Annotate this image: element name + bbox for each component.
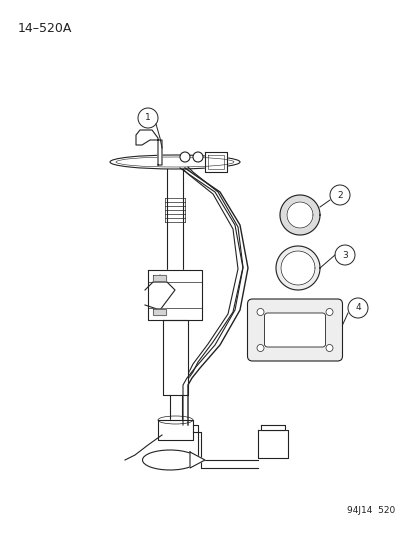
- Polygon shape: [204, 152, 226, 172]
- FancyBboxPatch shape: [247, 299, 342, 361]
- Text: 94J14  520: 94J14 520: [346, 506, 394, 515]
- Circle shape: [192, 152, 202, 162]
- Polygon shape: [190, 452, 204, 468]
- Circle shape: [256, 344, 263, 351]
- Polygon shape: [136, 130, 161, 165]
- Ellipse shape: [110, 155, 240, 169]
- Polygon shape: [286, 202, 312, 228]
- Circle shape: [256, 309, 263, 316]
- Polygon shape: [279, 195, 319, 235]
- Polygon shape: [275, 246, 319, 290]
- Polygon shape: [158, 420, 192, 440]
- Circle shape: [180, 152, 190, 162]
- Polygon shape: [153, 309, 166, 315]
- Ellipse shape: [142, 450, 197, 470]
- Text: 4: 4: [354, 303, 360, 312]
- Polygon shape: [153, 275, 166, 281]
- Text: 14–520A: 14–520A: [18, 22, 72, 35]
- Polygon shape: [145, 275, 175, 310]
- Polygon shape: [147, 270, 202, 320]
- Text: 3: 3: [341, 251, 347, 260]
- Polygon shape: [257, 430, 287, 458]
- Polygon shape: [280, 251, 314, 285]
- Polygon shape: [163, 320, 188, 395]
- Circle shape: [325, 344, 332, 351]
- Circle shape: [325, 309, 332, 316]
- Polygon shape: [260, 425, 284, 430]
- Text: 2: 2: [336, 190, 342, 199]
- Text: 1: 1: [145, 114, 150, 123]
- FancyBboxPatch shape: [264, 313, 325, 347]
